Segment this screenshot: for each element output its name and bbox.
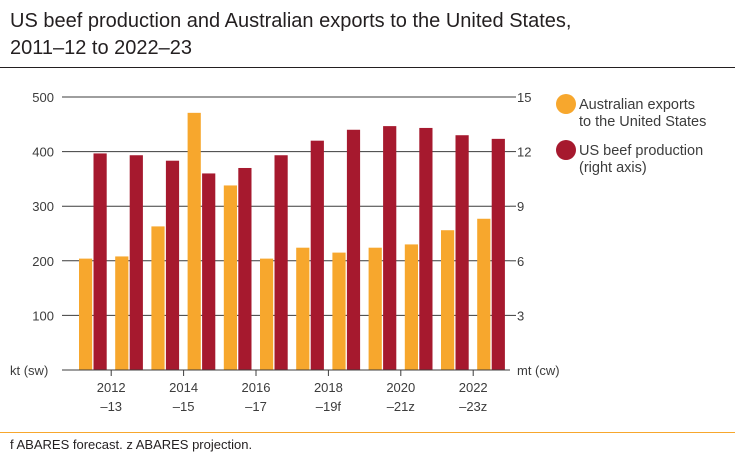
bar-us-beef-production <box>129 155 143 370</box>
bar-australian-exports <box>441 230 455 370</box>
x-tick-label-year: 2022 <box>459 380 488 395</box>
y-right-tick-label: 6 <box>517 254 524 269</box>
footnote: f ABARES forecast. z ABARES projection. <box>10 437 253 452</box>
bar-australian-exports <box>260 258 274 370</box>
bar-us-beef-production <box>93 153 107 370</box>
x-tick-label-year: 2016 <box>242 380 271 395</box>
bar-us-beef-production <box>202 173 216 370</box>
x-tick-label-span: –13 <box>100 399 122 414</box>
bar-us-beef-production <box>346 129 361 370</box>
x-tick-label-year: 2020 <box>386 380 415 395</box>
x-tick-label-span: –21z <box>387 399 415 414</box>
bar-australian-exports <box>79 258 93 370</box>
x-tick-label-span: –19f <box>316 399 342 414</box>
bar-chart: 100 200 300 400 500 3 6 9 12 15 kt (sw) mt (cw) 2012… <box>10 90 706 414</box>
y-right-axis-label: mt (cw) <box>517 363 560 378</box>
y-left-tick-label: 400 <box>32 145 54 160</box>
x-tick-label-span: –17 <box>245 399 267 414</box>
bar-australian-exports <box>404 244 418 370</box>
x-tick-label-span: –15 <box>173 399 195 414</box>
bar-australian-exports <box>477 218 491 370</box>
bar-us-beef-production <box>238 167 252 370</box>
bar-us-beef-production <box>274 155 288 370</box>
bar-australian-exports <box>223 185 237 370</box>
footnote-divider <box>0 432 735 433</box>
y-right-tick-label: 12 <box>517 145 531 160</box>
legend-swatch <box>556 140 576 160</box>
legend-swatch <box>556 94 576 114</box>
y-right-tick-label: 3 <box>517 308 524 323</box>
legend-label: (right axis) <box>579 160 647 176</box>
bar-australian-exports <box>332 252 346 370</box>
y-right-tick-label: 9 <box>517 199 524 214</box>
legend-label: Australian exports <box>579 97 695 113</box>
y-left-tick-label: 500 <box>32 90 54 105</box>
bar-australian-exports <box>187 112 201 371</box>
legend-label: US beef production <box>579 143 703 159</box>
x-tick-label-year: 2012 <box>97 380 126 395</box>
legend-label: to the United States <box>579 114 706 130</box>
title-divider <box>0 67 735 68</box>
x-tick-label-span: –23z <box>459 399 487 414</box>
bar-us-beef-production <box>383 126 397 371</box>
bar-australian-exports <box>115 256 129 370</box>
y-right-tick-label: 15 <box>517 90 531 105</box>
bar-australian-exports <box>151 226 165 370</box>
chart-title-line2: 2011–12 to 2022–23 <box>10 37 193 59</box>
y-left-axis-label: kt (sw) <box>10 363 48 378</box>
bar-us-beef-production <box>165 160 180 370</box>
x-tick-label-year: 2018 <box>314 380 343 395</box>
bar-us-beef-production <box>491 138 505 370</box>
bar-us-beef-production <box>310 140 324 370</box>
x-tick-label-year: 2014 <box>169 380 198 395</box>
bar-us-beef-production <box>455 135 469 370</box>
chart-title: US beef production and Australian export… <box>10 8 725 62</box>
bar-us-beef-production <box>419 127 433 370</box>
y-left-tick-label: 300 <box>32 199 54 214</box>
y-left-tick-label: 100 <box>32 308 54 323</box>
bar-australian-exports <box>296 247 310 370</box>
y-left-tick-label: 200 <box>32 254 54 269</box>
chart-title-line1: US beef production and Australian export… <box>10 10 572 32</box>
bar-australian-exports <box>368 247 382 370</box>
